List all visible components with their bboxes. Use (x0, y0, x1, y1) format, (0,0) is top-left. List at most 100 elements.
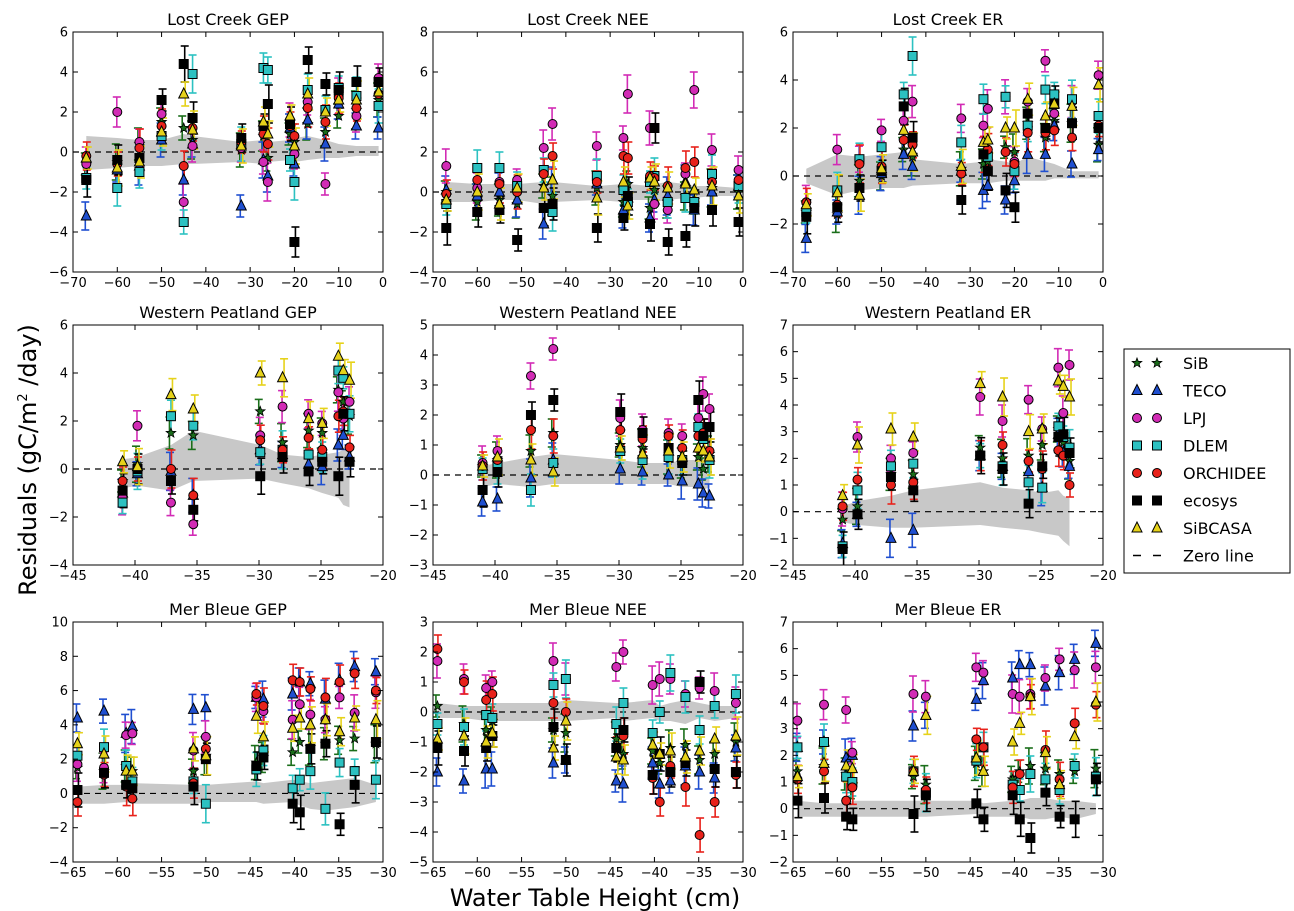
y-tick-label: 4 (420, 106, 428, 121)
data-point (257, 114, 270, 127)
legend-label: TECO (1182, 382, 1227, 401)
x-tick-label: −20 (369, 569, 396, 584)
data-point (370, 774, 381, 785)
data-point (547, 199, 558, 209)
data-point (688, 182, 701, 195)
plot-area (793, 347, 1103, 565)
data-point (320, 738, 331, 749)
data-point (908, 458, 919, 469)
x-tick-label: −35 (325, 866, 352, 881)
data-point (982, 166, 993, 177)
legend-entry-ecosys: ecosys (1132, 492, 1238, 511)
data-point (1063, 459, 1076, 471)
data-point (99, 767, 109, 778)
data-point (477, 485, 488, 495)
data-point (537, 216, 550, 229)
uncertainty-band (437, 700, 736, 724)
data-point (433, 644, 443, 654)
data-point (131, 459, 144, 472)
data-point (637, 428, 648, 438)
data-point (1008, 145, 1021, 157)
x-tick-label: −30 (729, 866, 756, 881)
data-point (997, 464, 1008, 474)
y-tick-label: 4 (780, 399, 788, 414)
data-point (1040, 787, 1051, 798)
data-point (907, 96, 918, 107)
uncertainty-band (842, 482, 1070, 547)
x-tick-label: −55 (148, 866, 175, 881)
data-point (332, 92, 345, 105)
axes-frame (792, 621, 1104, 863)
y-tick-label: 0 (780, 505, 788, 520)
data-point (1021, 92, 1034, 104)
data-point (200, 731, 211, 742)
data-point (302, 424, 315, 436)
data-point (618, 213, 629, 223)
data-point (284, 108, 296, 121)
data-point (1092, 77, 1103, 90)
data-point (289, 237, 300, 247)
series-dlem (793, 723, 1100, 813)
data-point (677, 431, 688, 441)
data-point (885, 421, 897, 434)
data-point (800, 231, 813, 243)
data-point (372, 84, 383, 97)
axes-frame (72, 621, 384, 863)
markers-ecosys (793, 774, 1101, 843)
data-point (831, 185, 844, 198)
series-sib (73, 723, 379, 790)
data-point (1093, 111, 1103, 121)
x-tick-label: −60 (824, 866, 851, 881)
data-point (897, 123, 910, 135)
data-point (370, 712, 382, 725)
data-point (491, 449, 504, 462)
legend-entries: SiB TECO LPJ DLEM ORCHIDEE ecosys SiBCASA Zero … (1131, 354, 1266, 566)
series-lpj (73, 675, 380, 784)
data-point (1039, 745, 1052, 758)
data-point (165, 476, 176, 486)
data-point (304, 717, 317, 730)
subplot: Western Peatland NEE−45 −40 −35 −30 −25 −20−3… (409, 303, 757, 584)
markers-sibcasa (440, 170, 743, 211)
data-point (188, 420, 199, 431)
data-point (733, 217, 743, 227)
data-point (344, 442, 355, 453)
data-point (841, 795, 852, 806)
y-axis-label-main: Residuals (gC/m (14, 402, 42, 596)
y-tick-label: 6 (60, 26, 68, 41)
data-point (1064, 480, 1075, 490)
x-tick-label: −20 (641, 276, 668, 291)
data-point (487, 689, 498, 699)
x-tick-label: −45 (59, 569, 86, 584)
markers-dlem (837, 421, 1075, 552)
x-tick-label: −20 (729, 569, 756, 584)
data-point (286, 686, 299, 699)
y-tick-label: 5 (780, 669, 788, 684)
data-point (1064, 360, 1075, 370)
data-point (288, 138, 301, 151)
data-point (709, 701, 720, 711)
data-point (1069, 665, 1080, 675)
data-point (525, 470, 537, 483)
y-tick-label: 0 (60, 787, 68, 802)
data-point (694, 677, 705, 687)
series-sib (793, 745, 1099, 805)
y-tick-label: 3 (780, 722, 788, 737)
data-point (343, 373, 356, 385)
data-point (525, 371, 536, 381)
data-point (441, 223, 452, 233)
legend-marker (1132, 468, 1142, 478)
data-point (337, 428, 350, 440)
data-point (663, 431, 674, 441)
y-tick-label: −2 (49, 821, 68, 836)
y-tick-label: 4 (60, 367, 68, 382)
legend-entry-orchidee: ORCHIDEE (1132, 464, 1266, 483)
series-sibcasa (74, 698, 382, 788)
data-point (971, 662, 982, 673)
data-point (906, 159, 919, 171)
data-point (134, 167, 145, 177)
y-tick-label: 5 (780, 372, 788, 387)
y-tick-label: −3 (409, 559, 428, 574)
data-point (1090, 762, 1102, 774)
data-point (907, 523, 920, 535)
